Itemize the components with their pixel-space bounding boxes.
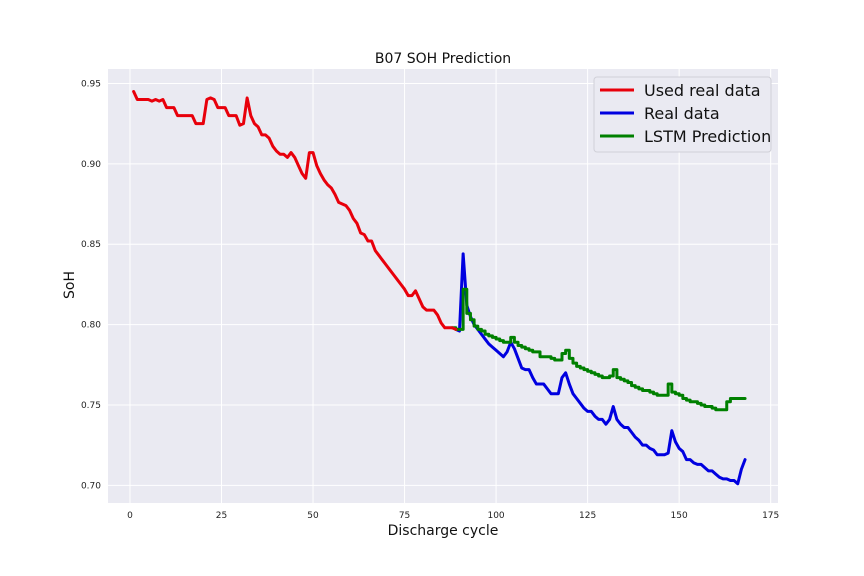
y-axis-label: SoH	[62, 271, 78, 299]
chart-title: B07 SOH Prediction	[375, 51, 511, 67]
x-tick-label: 175	[762, 511, 779, 521]
y-tick-label: 0.85	[81, 240, 101, 250]
series-line-lstm-prediction	[450, 287, 747, 412]
x-tick-label: 25	[216, 511, 227, 521]
legend-label: LSTM Prediction	[644, 127, 771, 146]
x-tick-label: 100	[487, 511, 504, 521]
y-axis-ticks: 0.70 0.75 0.80 0.85 0.90 0.95	[81, 79, 101, 491]
y-tick-label: 0.80	[81, 321, 101, 331]
y-tick-label: 0.95	[81, 79, 101, 89]
series-layer	[132, 90, 747, 486]
y-tick-label: 0.70	[81, 481, 101, 491]
x-axis-ticks: 0 25 50 75 100 125 150 175	[127, 511, 779, 521]
legend-box	[593, 76, 772, 153]
series-line-used-real-data	[132, 90, 458, 331]
x-tick-label: 125	[579, 511, 596, 521]
x-tick-label: 0	[127, 511, 133, 521]
legend: Used real data Real data LSTM Prediction	[593, 76, 772, 153]
x-tick-label: 50	[307, 511, 319, 521]
legend-label: Real data	[644, 104, 720, 123]
y-tick-label: 0.90	[81, 160, 101, 170]
series-line-real-data	[454, 252, 747, 486]
legend-label: Used real data	[644, 81, 761, 100]
x-axis-label: Discharge cycle	[388, 523, 499, 539]
x-tick-label: 75	[399, 511, 410, 521]
x-tick-label: 150	[671, 511, 688, 521]
y-tick-label: 0.75	[81, 401, 101, 411]
